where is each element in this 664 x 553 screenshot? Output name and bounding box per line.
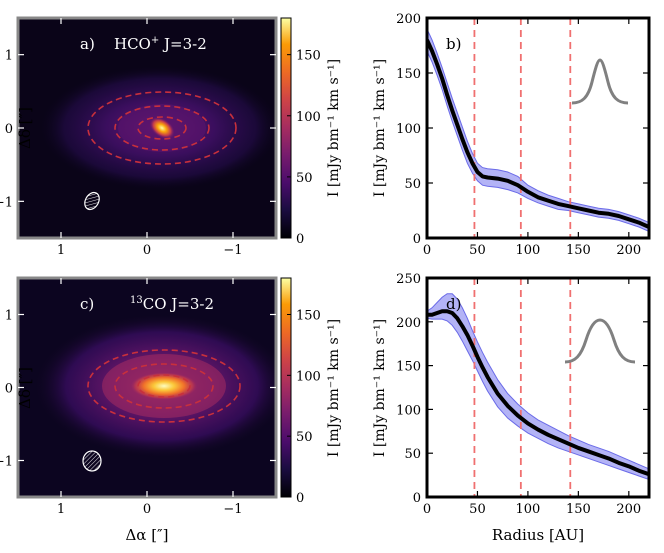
colorbar-a: 0 50 100 150 I [mJy bm⁻¹ km s⁻¹]	[280, 17, 342, 247]
colorbar-tick-label: 0	[296, 491, 304, 506]
map-a-ring-3	[87, 91, 237, 165]
colorbar-tick-label: 0	[296, 232, 304, 247]
map-a-beam	[84, 191, 100, 211]
x-tick-label: 1	[57, 243, 65, 258]
map-c-title-sup: 13	[130, 295, 143, 306]
colorbar-tick-label: 150	[296, 49, 321, 64]
map-a-ring-2	[114, 105, 210, 151]
panel-a-label: a)	[80, 35, 95, 53]
map-c-axes: 1 0 −1 1 0 −1	[0, 278, 276, 517]
x-tick-label: 50	[469, 502, 486, 517]
plot-b-beam-inset	[571, 58, 629, 105]
map-c-ring-3	[87, 349, 241, 423]
colorbar-c-bar	[280, 277, 292, 498]
x-tick-label: −1	[223, 243, 242, 258]
radial-profile-line	[427, 39, 649, 229]
x-tick-label: −1	[223, 502, 242, 517]
panel-a: a) HCO+ J=3-2 1 0 −1 1 0 −1 Δδ [″]	[0, 16, 278, 258]
plot-d-ylabel: I [mJy bm⁻¹ km s⁻¹]	[372, 319, 388, 457]
x-tick-label: 0	[423, 243, 431, 258]
y-tick-label: 150	[396, 67, 421, 82]
map-a-title-tail: J=3-2	[159, 35, 207, 53]
colorbar-tick-label: 50	[296, 430, 313, 445]
colorbar-tick-label: 100	[296, 110, 321, 125]
map-a-core	[149, 117, 175, 139]
colorbar-a-bar	[280, 17, 292, 239]
panel-c-label: c)	[80, 295, 94, 313]
panel-b: 0 50 100 150 200 0 50 100 150 200 b) I [mJy bm⁻¹ …	[372, 12, 651, 258]
y-tick-label: 50	[404, 447, 421, 462]
x-tick-label: 100	[515, 243, 540, 258]
x-tick-label: 150	[566, 502, 591, 517]
panel-c: c) 13CO J=3-2 1 0 −1 1 0 −1 Δδ [″] Δα [″]	[0, 276, 278, 544]
plot-d-area	[427, 278, 649, 497]
x-tick-label: 50	[469, 243, 486, 258]
panel-d-label: d)	[446, 295, 461, 313]
map-a-ylabel: Δδ [″]	[16, 107, 34, 149]
plot-d-beam-inset	[564, 318, 636, 364]
x-tick-label: 150	[566, 243, 591, 258]
x-tick-label: 0	[143, 502, 151, 517]
map-a-title-sup: +	[151, 35, 159, 46]
y-tick-label: 250	[396, 272, 421, 287]
plot-b-ylabel: I [mJy bm⁻¹ km s⁻¹]	[372, 59, 388, 197]
y-tick-label: 150	[396, 360, 421, 375]
y-tick-label: 200	[396, 316, 421, 331]
x-tick-label: 200	[616, 502, 641, 517]
map-c-ylabel: Δδ [″]	[16, 367, 34, 409]
y-tick-label: −1	[0, 455, 13, 470]
plot-d-xlabel: Radius [AU]	[492, 526, 584, 544]
plot-b-area	[427, 18, 649, 238]
y-tick-label: 0	[413, 232, 421, 247]
map-c-core	[130, 372, 198, 400]
x-tick-label: 100	[515, 502, 540, 517]
plot-d-axes: 0 50 100 150 200 0 50 100 150 200 250	[396, 272, 649, 517]
colorbar-tick-label: 150	[296, 309, 321, 324]
colorbar-a-ticks: 0 50 100 150	[287, 49, 321, 247]
uncertainty-band	[427, 28, 649, 232]
x-tick-label: 0	[143, 243, 151, 258]
map-c-title-main: CO J=3-2	[143, 295, 214, 313]
colorbar-c: 0 50 100 150 I [mJy bm⁻¹ km s⁻¹]	[280, 277, 342, 506]
x-tick-label: 200	[616, 243, 641, 258]
plot-b-axes: 0 50 100 150 200 0 50 100 150 200	[396, 12, 649, 258]
y-tick-label: 0	[413, 491, 421, 506]
y-tick-label: −1	[0, 195, 13, 210]
map-c-beam	[82, 450, 102, 472]
y-tick-label: 0	[5, 122, 13, 137]
x-tick-label: 0	[423, 502, 431, 517]
map-a-ring-1	[137, 116, 187, 140]
radial-profile-line	[427, 309, 649, 477]
y-tick-label: 1	[5, 309, 13, 324]
panel-d: 0 50 100 150 200 0 50 100 150 200 250 d) I [mJy bm…	[372, 272, 651, 544]
map-a-title: HCO+ J=3-2	[114, 35, 207, 53]
y-tick-label: 50	[404, 177, 421, 192]
map-a-title-main: HCO	[114, 35, 151, 53]
colorbar-tick-label: 100	[296, 369, 321, 384]
y-tick-label: 100	[396, 403, 421, 418]
x-tick-label: 1	[57, 502, 65, 517]
colorbar-c-ticks: 0 50 100 150	[287, 309, 321, 506]
colorbar-tick-label: 50	[296, 171, 313, 186]
panel-b-label: b)	[446, 35, 461, 53]
y-tick-label: 200	[396, 12, 421, 27]
map-c-xlabel: Δα [″]	[125, 526, 168, 544]
map-c-title: 13CO J=3-2	[130, 295, 214, 313]
y-tick-label: 1	[5, 49, 13, 64]
map-c-ring-2	[114, 363, 214, 409]
map-c-ring-1	[137, 374, 191, 398]
map-a-axes: 1 0 −1 1 0 −1	[0, 18, 276, 258]
plot-d-frame	[425, 276, 651, 499]
colorbar-a-label: I [mJy bm⁻¹ km s⁻¹]	[326, 59, 342, 197]
y-tick-label: 100	[396, 122, 421, 137]
colorbar-c-label: I [mJy bm⁻¹ km s⁻¹]	[326, 319, 342, 457]
y-tick-label: 0	[5, 382, 13, 397]
